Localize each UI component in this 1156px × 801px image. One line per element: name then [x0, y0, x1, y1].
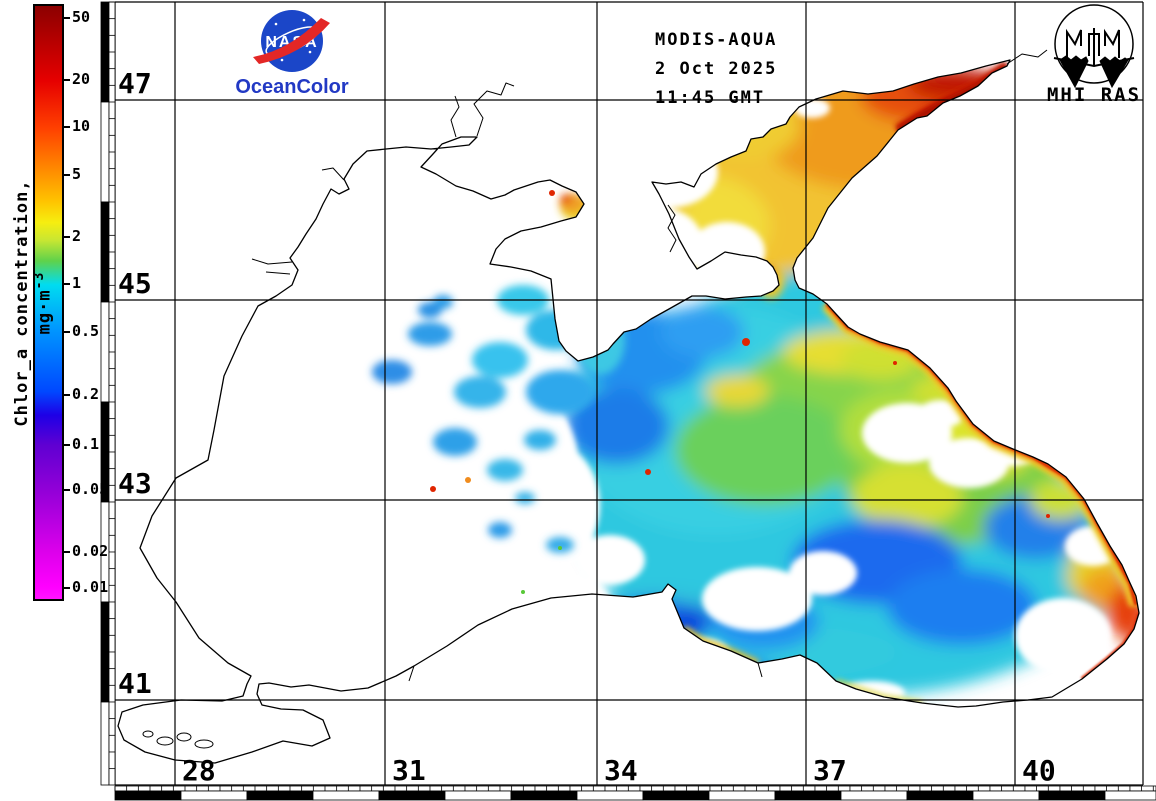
colorbar-tick-label: 0.05	[72, 480, 109, 498]
acquisition-time: 11:45 GMT	[655, 88, 766, 108]
colorbar-tick-label: 0.02	[72, 542, 109, 560]
colorbar-tick-label: 5	[72, 165, 82, 183]
coastline	[117, 49, 1140, 764]
ruler-block	[444, 790, 512, 801]
ruler-block	[180, 790, 248, 801]
colorbar-title-text: Chlor_a concentration, mg·m	[12, 179, 55, 427]
colorbar-tick-label: 1	[72, 274, 82, 292]
colorbar-tick-mark	[63, 126, 70, 128]
bloom-specks	[430, 190, 1050, 594]
longitude-label: 31	[392, 754, 426, 787]
colorbar-tick-mark	[63, 331, 70, 333]
longitude-label: 40	[1022, 754, 1056, 787]
chlorophyll-colorbar	[33, 4, 64, 601]
colorbar-title-exponent: -3	[32, 271, 47, 290]
colorbar-tick-label: 0.1	[72, 435, 100, 453]
ruler-block	[708, 790, 776, 801]
sensor-name: MODIS-AQUA	[655, 30, 778, 50]
colorbar-tick-label: 20	[72, 70, 91, 88]
colorbar-tick-mark	[63, 394, 70, 396]
colorbar-tick-label: 0.01	[72, 578, 109, 596]
marmara-islands	[142, 730, 214, 749]
image-header: MODIS-AQUA 2 Oct 2025 11:45 GMT	[655, 26, 777, 113]
colorbar-tick-mark	[63, 444, 70, 446]
colorbar-tick-mark	[63, 17, 70, 19]
latitude-label: 43	[118, 467, 152, 500]
ruler-block	[100, 101, 110, 203]
longitude-label: 34	[604, 754, 638, 787]
ruler-block	[114, 790, 182, 801]
latitude-ruler	[100, 1, 116, 786]
colorbar-tick-mark	[63, 551, 70, 553]
colorbar-tick-label: 2	[72, 227, 82, 245]
colorbar-tick-mark	[63, 236, 70, 238]
longitude-label: 28	[182, 754, 216, 787]
colorbar-tick-mark	[63, 489, 70, 491]
chlorophyll-data-layer	[372, 61, 1139, 708]
ruler-block	[1038, 790, 1106, 801]
nasa-logo: NASA	[253, 10, 330, 72]
ruler-block	[906, 790, 974, 801]
latitude-label: 41	[118, 667, 152, 700]
oceancolor-label: OceanColor	[235, 76, 349, 98]
acquisition-date: 2 Oct 2025	[655, 59, 778, 79]
ruler-block	[1104, 790, 1156, 801]
colorbar-tick-label: 0.5	[72, 322, 100, 340]
longitude-label: 37	[813, 754, 847, 787]
mhi-ras-logo	[1053, 4, 1135, 89]
ruler-block	[642, 790, 710, 801]
colorbar-tick-label: 10	[72, 117, 91, 135]
latitude-label: 47	[118, 67, 152, 100]
ruler-block	[972, 790, 1040, 801]
ruler-block	[246, 790, 314, 801]
ruler-block	[108, 1, 116, 786]
colorbar-tick-mark	[63, 283, 70, 285]
colorbar-tick-mark	[63, 174, 70, 176]
ruler-block	[100, 301, 110, 403]
longitude-ruler	[114, 785, 1156, 801]
ruler-block	[100, 701, 110, 786]
ruler-block	[840, 790, 908, 801]
colorbar-title: Chlor_a concentration, mg·m-3	[12, 153, 55, 453]
ruler-block	[774, 790, 842, 801]
ruler-block	[100, 601, 110, 703]
ruler-block	[510, 790, 578, 801]
ruler-block	[378, 790, 446, 801]
ruler-block	[312, 790, 380, 801]
colorbar-tick-label: 50	[72, 8, 91, 26]
colorbar-tick-mark	[63, 79, 70, 81]
ruler-block	[100, 1, 110, 103]
mhi-ras-label: MHI RAS	[1046, 84, 1142, 106]
ruler-block	[576, 790, 644, 801]
colorbar-tick-label: 0.2	[72, 385, 100, 403]
nasa-swoosh-icon	[253, 18, 330, 64]
ruler-block	[100, 201, 110, 303]
colorbar-tick-mark	[63, 587, 70, 589]
latitude-label: 45	[118, 267, 152, 300]
